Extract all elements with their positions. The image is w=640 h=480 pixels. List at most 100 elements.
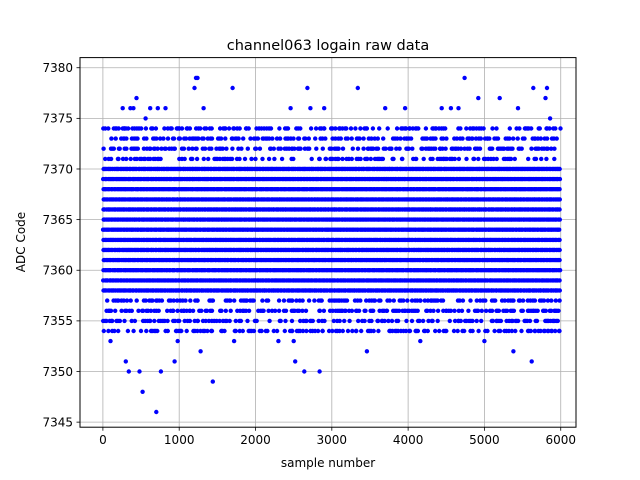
data-point [124,298,130,303]
data-point [470,318,475,324]
data-point [477,146,483,151]
data-point [187,318,193,324]
data-point [534,318,540,324]
data-point [313,136,318,141]
data-point [545,146,550,151]
data-point [458,146,464,151]
data-point [181,146,187,151]
data-point [337,318,342,324]
data-point [156,308,161,313]
data-point [522,136,527,141]
data-point [471,156,477,162]
data-point [233,328,238,334]
data-point [539,156,544,162]
data-point [536,146,541,151]
data-point [533,156,539,162]
data-point [354,328,359,334]
data-point [321,308,327,313]
data-point [249,156,254,162]
data-point [320,328,325,334]
data-point [485,328,490,334]
data-point [112,328,117,334]
data-point [291,156,296,162]
data-point [468,298,473,303]
data-point [204,308,210,313]
data-point [183,298,188,303]
data-point [217,318,222,324]
data-point [251,298,256,303]
data-point [356,308,362,313]
data-point [303,308,309,313]
data-point [444,136,449,141]
data-point [501,146,507,151]
data-point [223,136,228,141]
data-point [246,126,251,131]
data-point [448,308,453,313]
data-point [369,136,374,141]
data-point [348,126,354,131]
data-point [553,298,558,303]
data-point [424,136,430,141]
data-point [209,146,214,151]
data-point [329,146,334,151]
data-point [101,328,107,334]
data-point [259,328,264,334]
data-point [330,328,335,334]
data-point [209,136,215,141]
data-point [358,126,363,131]
data-point [196,136,201,141]
data-point [105,298,110,303]
data-point [385,126,390,131]
data-point [382,318,387,324]
data-point [128,298,133,303]
data-point [479,318,484,324]
data-point [493,298,498,303]
data-point [365,156,370,162]
data-point [236,136,241,141]
data-point [433,328,438,334]
data-point [285,126,291,131]
data-point [364,126,370,131]
data-point [369,318,374,324]
data-points [100,75,563,415]
data-point [508,156,514,162]
data-point [507,136,512,141]
data-point [340,156,345,162]
data-point [478,136,483,141]
data-point [433,136,438,141]
data-point [418,298,423,303]
data-point [363,308,368,313]
data-point [163,146,168,151]
data-point [265,298,271,303]
data-point [253,156,258,162]
data-point [165,318,170,324]
data-point [509,328,515,334]
data-point [104,318,109,324]
data-point [238,318,244,324]
data-point [553,328,558,334]
data-point [108,308,114,313]
data-point [205,328,210,334]
data-point [290,298,295,303]
data-point [150,298,155,303]
data-point [222,328,227,334]
data-point [308,126,314,131]
data-point [456,156,462,162]
data-point [159,298,165,303]
data-point [171,136,177,141]
data-point [338,136,343,141]
data-point [190,156,195,162]
data-point [266,308,271,313]
data-point [237,156,242,162]
data-point [452,156,457,162]
data-point [201,136,206,141]
data-point [549,298,554,303]
data-point [342,318,347,324]
data-point [405,298,410,303]
data-point [210,298,216,303]
data-point [203,318,208,324]
data-point [298,146,303,151]
data-point [400,156,405,162]
data-point [529,126,534,131]
